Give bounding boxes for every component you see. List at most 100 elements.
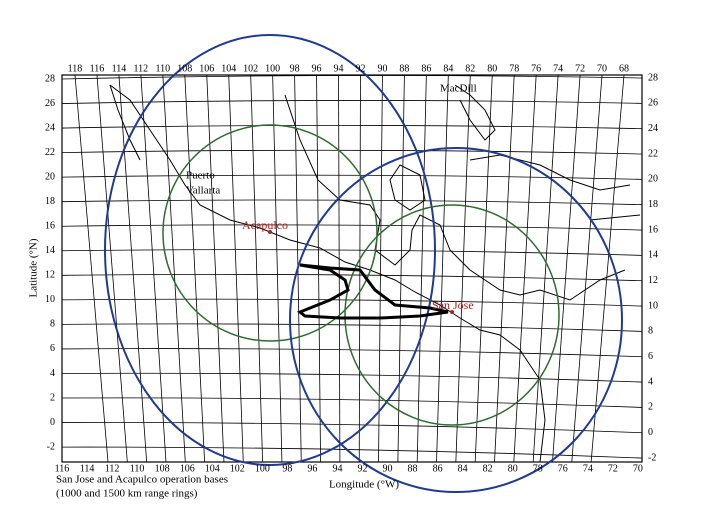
acapulco-marker bbox=[268, 230, 272, 234]
top-tick-label: 76 bbox=[531, 63, 541, 74]
top-tick-label: 68 bbox=[619, 63, 629, 74]
place-label: Acapulco bbox=[242, 218, 288, 232]
caption: San Jose and Acapulco operation bases bbox=[56, 474, 228, 486]
meridian bbox=[272, 74, 283, 463]
parallel bbox=[61, 249, 643, 256]
bottom-tick-label: 82 bbox=[483, 463, 493, 474]
right-tick-label: -2 bbox=[648, 452, 656, 463]
top-tick-label: 108 bbox=[177, 63, 192, 74]
meridian bbox=[474, 74, 493, 463]
y-axis-label: Latitude (°N) bbox=[28, 238, 40, 297]
top-tick-label: 86 bbox=[421, 63, 431, 74]
parallel bbox=[61, 397, 643, 408]
top-tick-label: 112 bbox=[134, 63, 149, 74]
top-tick-label: 90 bbox=[377, 63, 387, 74]
acapulco-1000km bbox=[162, 124, 378, 342]
meridian bbox=[513, 74, 537, 463]
right-tick-label: 4 bbox=[648, 376, 653, 387]
meridian bbox=[250, 74, 263, 463]
parallel bbox=[61, 348, 643, 358]
left-tick-label: -2 bbox=[47, 441, 55, 452]
top-tick-label: 92 bbox=[355, 63, 365, 74]
right-tick-label: 0 bbox=[648, 427, 653, 438]
bottom-tick-label: 112 bbox=[105, 463, 120, 474]
bottom-tick-label: 114 bbox=[80, 463, 95, 474]
right-tick-label: 16 bbox=[648, 224, 658, 235]
meridian bbox=[397, 74, 405, 463]
meridian bbox=[590, 74, 625, 463]
left-tick-label: 8 bbox=[50, 319, 55, 330]
left-tick-label: 10 bbox=[45, 294, 55, 305]
meridian bbox=[455, 74, 471, 463]
parallel bbox=[61, 298, 643, 307]
parallel bbox=[61, 100, 643, 104]
parallel bbox=[61, 124, 643, 130]
top-tick-label: 88 bbox=[399, 63, 409, 74]
right-tick-label: 20 bbox=[648, 174, 658, 185]
right-tick-label: 26 bbox=[648, 98, 658, 109]
yucatan bbox=[389, 164, 426, 211]
parallel bbox=[61, 149, 643, 155]
top-tick-label: 106 bbox=[199, 63, 214, 74]
meridian bbox=[74, 74, 109, 463]
bottom-tick-label: 104 bbox=[205, 463, 220, 474]
bottom-tick-label: 92 bbox=[357, 463, 367, 474]
bottom-tick-label: 78 bbox=[533, 463, 543, 474]
left-tick-label: 2 bbox=[50, 392, 55, 403]
top-tick-label: 82 bbox=[465, 63, 475, 74]
bottom-tick-label: 72 bbox=[608, 463, 618, 474]
top-tick-label: 114 bbox=[112, 63, 127, 74]
sanjose-1500km bbox=[289, 147, 623, 493]
bottom-tick-label: 86 bbox=[433, 463, 443, 474]
baja bbox=[109, 84, 141, 161]
left-tick-label: 12 bbox=[45, 270, 55, 281]
parallel bbox=[61, 372, 643, 383]
meridian bbox=[416, 74, 427, 463]
top-tick-label: 74 bbox=[553, 63, 563, 74]
place-label: Puerto bbox=[186, 170, 215, 182]
left-tick-label: 16 bbox=[45, 221, 55, 232]
parallel bbox=[61, 75, 643, 80]
sanjose-1000km bbox=[344, 204, 560, 426]
top-tick-label: 72 bbox=[575, 63, 585, 74]
top-tick-label: 116 bbox=[90, 63, 105, 74]
bottom-tick-label: 88 bbox=[408, 463, 418, 474]
parallel bbox=[61, 446, 643, 459]
right-tick-label: 12 bbox=[648, 275, 658, 286]
top-tick-label: 98 bbox=[290, 63, 300, 74]
sanjose-marker bbox=[450, 310, 454, 314]
right-tick-label: 18 bbox=[648, 199, 658, 210]
bottom-tick-label: 96 bbox=[307, 463, 317, 474]
left-tick-label: 0 bbox=[50, 417, 55, 428]
left-tick-label: 28 bbox=[45, 73, 55, 84]
top-tick-label: 100 bbox=[265, 63, 280, 74]
parallel bbox=[61, 323, 643, 332]
flight-track bbox=[297, 263, 449, 320]
top-tick-label: 84 bbox=[443, 63, 453, 74]
bottom-tick-label: 108 bbox=[155, 463, 170, 474]
right-tick-label: 24 bbox=[648, 123, 658, 134]
bottom-tick-label: 98 bbox=[282, 463, 292, 474]
left-tick-label: 4 bbox=[50, 368, 55, 379]
right-tick-label: 14 bbox=[648, 250, 658, 261]
right-tick-label: 28 bbox=[648, 72, 658, 83]
meridian bbox=[378, 74, 383, 463]
frame bbox=[61, 74, 643, 463]
meridian bbox=[532, 74, 559, 463]
place-label: San Jose bbox=[432, 298, 474, 312]
meridian bbox=[206, 74, 225, 463]
left-tick-label: 24 bbox=[45, 122, 55, 133]
top-tick-label: 94 bbox=[334, 63, 344, 74]
meridian bbox=[162, 74, 186, 463]
left-tick-label: 26 bbox=[45, 98, 55, 109]
right-tick-label: 10 bbox=[648, 300, 658, 311]
right-tick-label: 8 bbox=[648, 326, 653, 337]
meridian bbox=[436, 74, 449, 463]
bottom-tick-label: 70 bbox=[633, 463, 643, 474]
bottom-tick-label: 110 bbox=[130, 463, 145, 474]
place-label: MacDill bbox=[440, 83, 477, 95]
bottom-tick-label: 74 bbox=[583, 463, 593, 474]
top-tick-label: 80 bbox=[487, 63, 497, 74]
top-tick-label: 78 bbox=[509, 63, 519, 74]
range-rings bbox=[104, 34, 623, 493]
